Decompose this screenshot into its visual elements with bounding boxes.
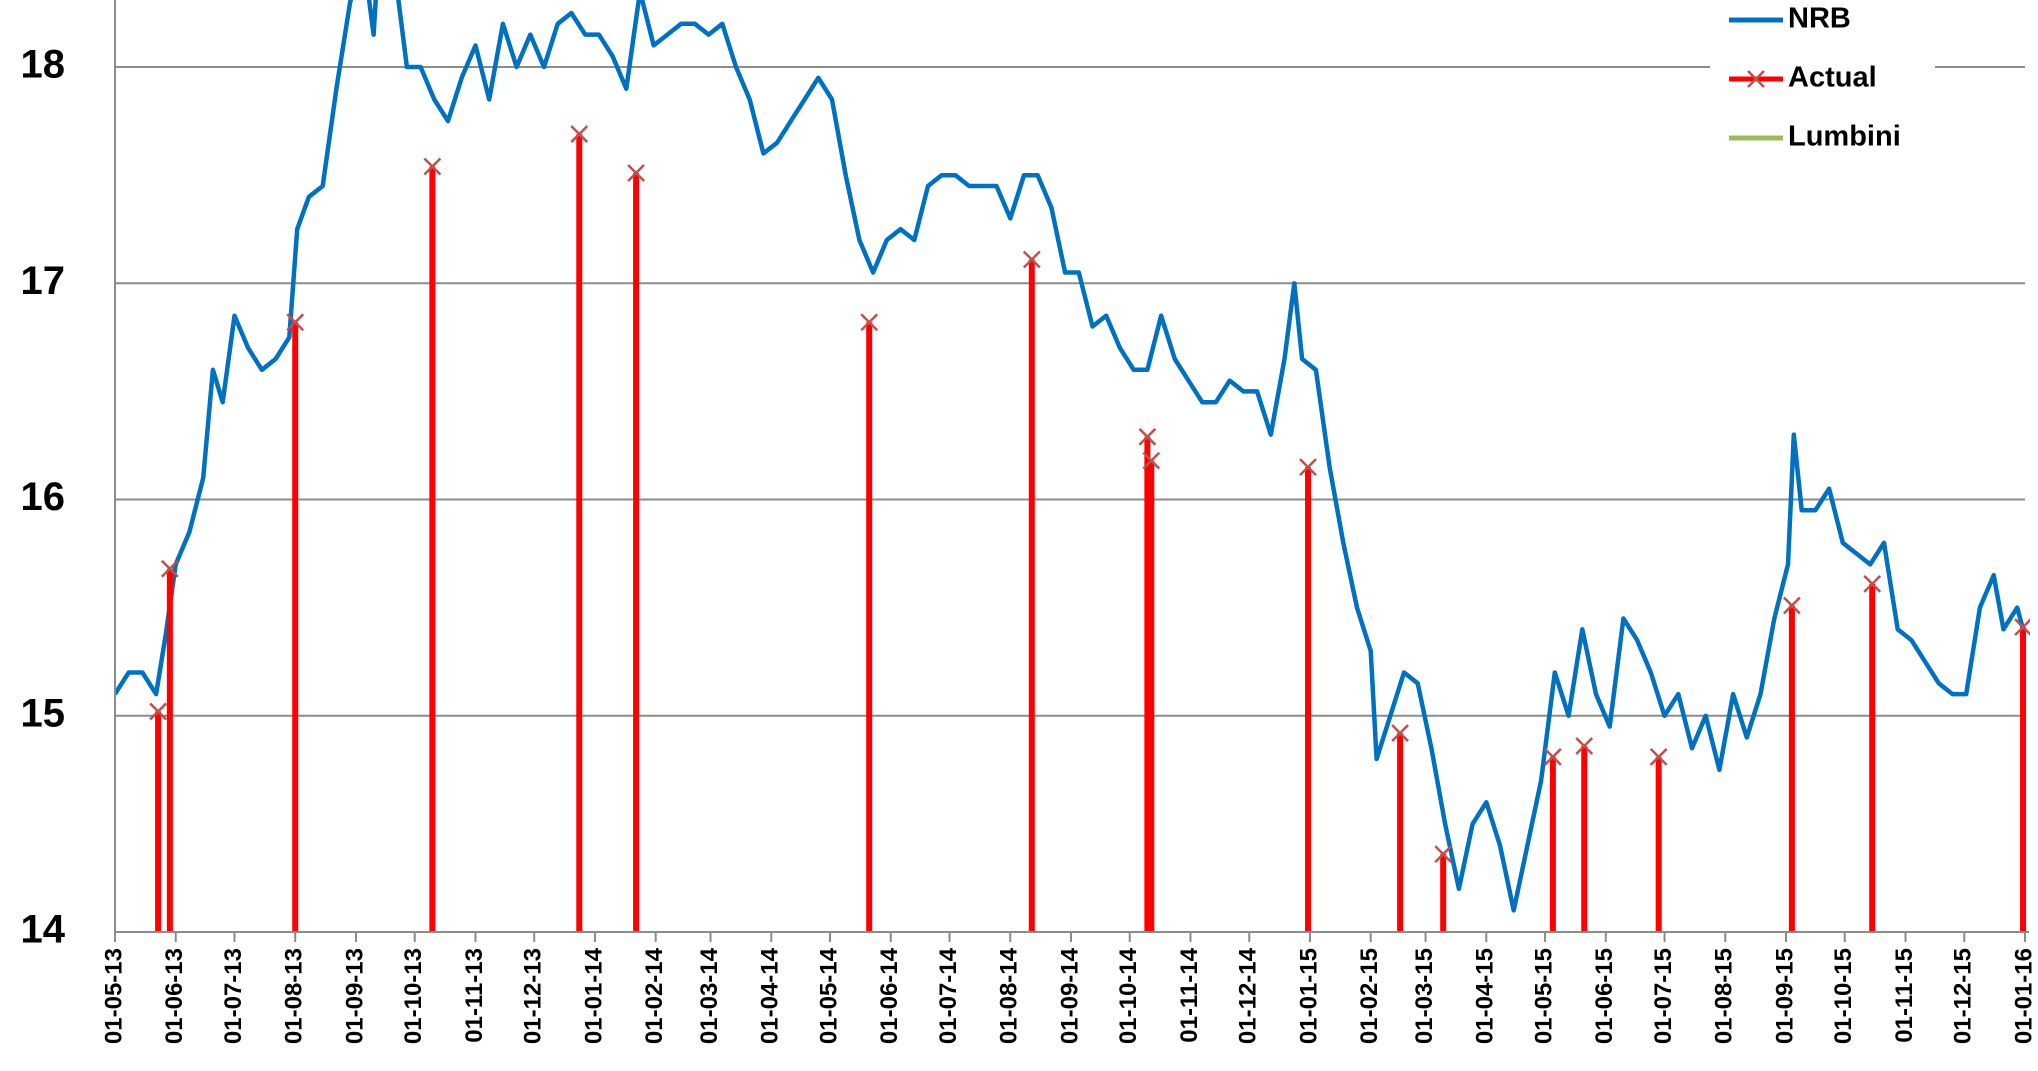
x-tick-label: 01-07-14 [935, 947, 962, 1044]
x-tick-label: 01-08-13 [281, 948, 308, 1044]
x-marker [160, 559, 179, 578]
x-tick-label: 01-03-14 [696, 947, 723, 1044]
x-tick-label: 01-06-15 [1591, 948, 1618, 1044]
x-marker [2014, 618, 2030, 636]
x-marker [1782, 596, 1801, 615]
x-marker [1575, 737, 1594, 755]
y-tick-label: 17 [21, 259, 66, 303]
legend-label: Lumbini [1788, 121, 1901, 153]
x-tick-label: 01-12-13 [520, 948, 547, 1044]
legend-label: Actual [1788, 62, 1877, 94]
y-tick-label: 16 [21, 475, 66, 519]
x-marker [1391, 724, 1409, 742]
x-marker [423, 157, 442, 176]
x-marker [1649, 747, 1668, 766]
x-tick-label: 01-11-15 [1891, 948, 1918, 1043]
x-marker [286, 313, 305, 332]
x-tick-label: 01-07-15 [1650, 948, 1677, 1044]
x-tick-label: 01-05-14 [815, 947, 842, 1044]
x-marker [1544, 747, 1562, 766]
x-tick-label: 01-06-13 [161, 948, 188, 1044]
actual-point [627, 164, 645, 932]
actual-point [286, 313, 305, 932]
x-tick-label: 01-10-13 [400, 948, 427, 1044]
x-tick-label: 01-09-14 [1056, 947, 1083, 1044]
x-marker [1138, 427, 1157, 446]
legend-label: NRB [1788, 3, 1851, 35]
x-tick-label: 01-01-16 [2010, 948, 2037, 1044]
actual-point [160, 559, 179, 932]
x-tick-label: 01-11-14 [1176, 947, 1203, 1042]
x-tick-label: 01-05-13 [100, 948, 127, 1044]
y-tick-label: 15 [21, 691, 66, 735]
actual-point [1391, 724, 1409, 932]
x-tick-label: 01-01-14 [580, 947, 607, 1044]
actual-point [2014, 618, 2030, 932]
x-tick-label: 01-12-14 [1235, 947, 1262, 1044]
x-tick-label: 01-03-15 [1411, 948, 1438, 1044]
y-tick-label: 18 [21, 43, 66, 87]
actual-point [1863, 574, 1882, 932]
x-marker [860, 313, 879, 332]
x-tick-label: 01-08-14 [996, 947, 1023, 1044]
x-tick-label: 01-10-15 [1830, 948, 1857, 1044]
x-tick-label: 01-04-14 [757, 947, 784, 1044]
x-marker [627, 164, 645, 182]
x-marker [570, 125, 589, 143]
y-tick-label: 14 [21, 908, 66, 952]
x-tick-label: 01-09-13 [341, 948, 368, 1044]
actual-point [1782, 596, 1801, 932]
actual-point [149, 702, 167, 932]
x-marker [149, 702, 167, 721]
x-tick-label: 01-12-15 [1950, 948, 1977, 1044]
x-tick-label: 01-08-15 [1711, 948, 1738, 1044]
actual-point [1299, 458, 1317, 932]
x-marker [1022, 250, 1041, 269]
x-tick-label: 01-09-15 [1771, 948, 1798, 1044]
x-tick-label: 01-07-13 [220, 948, 247, 1044]
actual-point [1649, 747, 1668, 932]
actual-point [570, 125, 589, 932]
x-tick-label: 01-02-15 [1356, 948, 1383, 1044]
series-line [115, 0, 2026, 913]
legend-marker [1747, 70, 1765, 88]
actual-point [1022, 250, 1041, 932]
x-marker [1863, 574, 1882, 593]
x-tick-label: 01-10-14 [1115, 947, 1142, 1044]
axes: 14 15 16 17 18 01-05-13 01-06-13 01-07-13 01-08-… [21, 0, 2037, 1044]
actual-point [1544, 747, 1562, 932]
x-marker [1434, 845, 1453, 864]
x-tick-label: 01-02-14 [641, 947, 668, 1044]
actual-point [860, 313, 879, 932]
actual-point [1138, 427, 1157, 932]
grid [115, 66, 2025, 717]
x-marker [1142, 451, 1161, 470]
x-tick-label: 01-04-15 [1472, 948, 1499, 1044]
plot-area [115, 0, 2030, 932]
x-tick-label: 01-01-15 [1295, 948, 1322, 1044]
x-tick-label: 01-11-13 [461, 948, 488, 1043]
x-tick-label: 01-05-15 [1530, 948, 1557, 1044]
actual-point [423, 157, 442, 932]
x-tick-label: 01-06-14 [876, 947, 903, 1044]
legend: NRB Actual Lumbini [1710, 0, 1935, 163]
actual-point [1142, 451, 1161, 932]
actual-point [1434, 845, 1453, 932]
actual-point [1575, 737, 1594, 932]
x-marker [1299, 458, 1317, 476]
